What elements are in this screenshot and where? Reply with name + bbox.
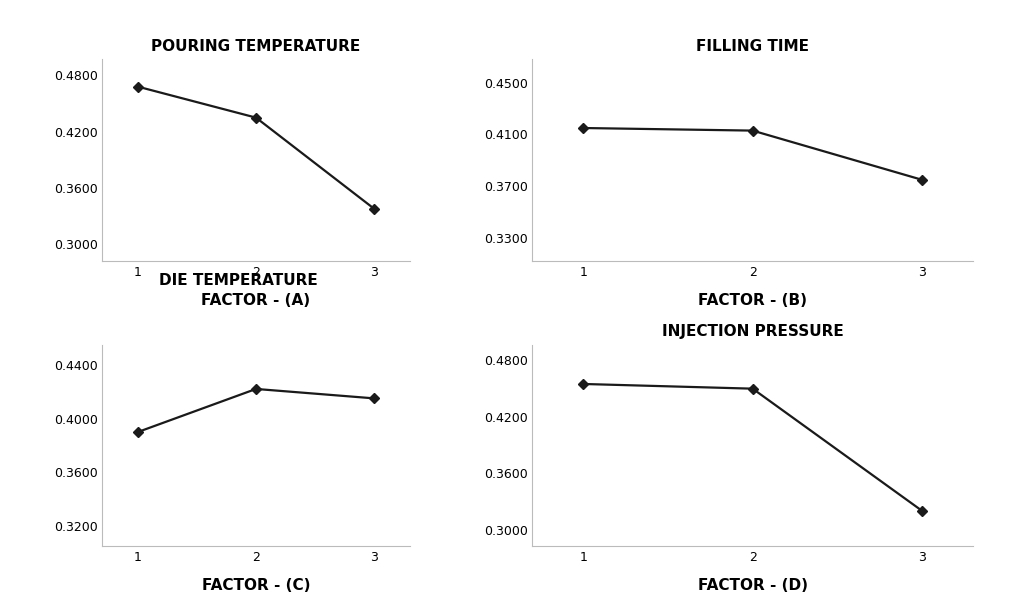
X-axis label: FACTOR - (A): FACTOR - (A): [202, 293, 310, 308]
X-axis label: FACTOR - (D): FACTOR - (D): [697, 578, 808, 593]
X-axis label: FACTOR - (C): FACTOR - (C): [202, 578, 310, 593]
Title: FILLING TIME: FILLING TIME: [696, 39, 809, 54]
Title: INJECTION PRESSURE: INJECTION PRESSURE: [662, 324, 844, 339]
Title: POURING TEMPERATURE: POURING TEMPERATURE: [152, 39, 360, 54]
X-axis label: FACTOR - (B): FACTOR - (B): [698, 293, 807, 308]
Text: DIE TEMPERATURE: DIE TEMPERATURE: [159, 273, 317, 288]
